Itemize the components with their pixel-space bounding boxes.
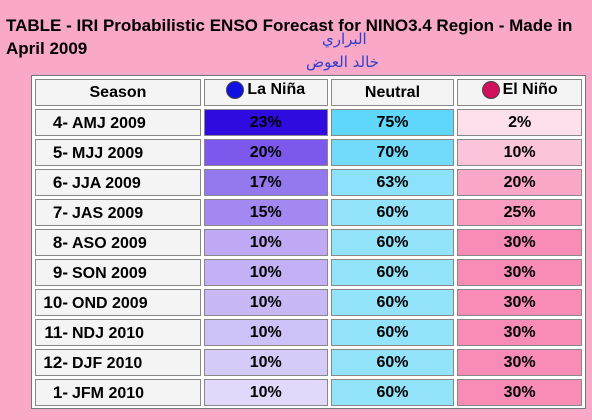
- season-name: NDJ 2010: [72, 324, 145, 342]
- table-row: 5- MJJ 2009 20% 70% 10%: [35, 139, 582, 166]
- el-nino-cell: 30%: [457, 349, 582, 376]
- season-number: 1-: [52, 382, 68, 402]
- season-number: 9-: [52, 262, 68, 282]
- la-nina-cell: 10%: [203, 349, 328, 376]
- el-nino-cell: 30%: [457, 319, 582, 346]
- table-row: 8- ASO 2009 10% 60% 30%: [35, 229, 582, 256]
- table-row: 4- AMJ 2009 23% 75% 2%: [35, 109, 582, 136]
- neutral-cell: 60%: [330, 199, 455, 226]
- arabic-caption-line-1: البراري: [322, 30, 367, 48]
- season-cell: 11- NDJ 2010: [35, 319, 201, 346]
- season-cell: 12- DJF 2010: [35, 349, 201, 376]
- la-nina-cell: 23%: [203, 109, 328, 136]
- neutral-cell: 60%: [330, 229, 455, 256]
- season-number: 12-: [43, 352, 68, 372]
- season-name: JJA 2009: [72, 174, 141, 192]
- table-row: 10- OND 2009 10% 60% 30%: [35, 289, 582, 316]
- season-cell: 7- JAS 2009: [35, 199, 201, 226]
- neutral-cell: 60%: [330, 379, 455, 406]
- neutral-cell: 60%: [330, 289, 455, 316]
- season-number: 5-: [52, 142, 68, 162]
- page-title: TABLE - IRI Probabilistic ENSO Forecast …: [6, 16, 573, 58]
- neutral-cell: 60%: [330, 319, 455, 346]
- season-cell: 6- JJA 2009: [35, 169, 201, 196]
- table-row: 6- JJA 2009 17% 63% 20%: [35, 169, 582, 196]
- neutral-cell: 70%: [330, 139, 455, 166]
- table-row: 11- NDJ 2010 10% 60% 30%: [35, 319, 582, 346]
- blue-dot-icon: [226, 81, 245, 99]
- la-nina-cell: 10%: [203, 259, 328, 286]
- season-name: JAS 2009: [72, 204, 144, 222]
- season-cell: 10- OND 2009: [35, 289, 201, 316]
- neutral-cell: 60%: [330, 349, 455, 376]
- el-nino-cell: 10%: [457, 139, 582, 166]
- forecast-table: Season La Niña Neutral El Niño 4- AMJ 200…: [31, 75, 586, 409]
- header-el-nino-label: El Niño: [502, 81, 558, 98]
- season-number: 6-: [52, 172, 68, 192]
- season-number: 4-: [52, 112, 68, 132]
- season-name: AMJ 2009: [72, 114, 146, 132]
- el-nino-cell: 20%: [457, 169, 582, 196]
- season-name: SON 2009: [72, 264, 147, 282]
- header-season: Season: [35, 79, 201, 106]
- season-number: 10-: [43, 292, 68, 312]
- season-name: OND 2009: [72, 294, 148, 312]
- table-row: 12- DJF 2010 10% 60% 30%: [35, 349, 582, 376]
- la-nina-cell: 10%: [203, 379, 328, 406]
- season-cell: 5- MJJ 2009: [35, 139, 201, 166]
- header-el-nino: El Niño: [457, 79, 582, 106]
- season-name: DJF 2010: [72, 354, 143, 372]
- el-nino-cell: 30%: [457, 379, 582, 406]
- el-nino-cell: 2%: [457, 109, 582, 136]
- el-nino-cell: 30%: [457, 229, 582, 256]
- season-name: ASO 2009: [72, 234, 147, 252]
- red-dot-icon: [481, 81, 500, 99]
- neutral-cell: 63%: [330, 169, 455, 196]
- table-row: 1- JFM 2010 10% 60% 30%: [35, 379, 582, 406]
- arabic-caption-line-2: خالد العوض: [306, 53, 379, 71]
- el-nino-cell: 30%: [457, 289, 582, 316]
- season-number: 8-: [52, 232, 68, 252]
- neutral-cell: 60%: [330, 259, 455, 286]
- season-cell: 1- JFM 2010: [35, 379, 201, 406]
- season-cell: 4- AMJ 2009: [35, 109, 201, 136]
- la-nina-cell: 15%: [203, 199, 328, 226]
- season-cell: 8- ASO 2009: [35, 229, 201, 256]
- table-row: 9- SON 2009 10% 60% 30%: [35, 259, 582, 286]
- neutral-cell: 75%: [330, 109, 455, 136]
- table-header-row: Season La Niña Neutral El Niño: [35, 79, 582, 106]
- season-name: MJJ 2009: [72, 144, 144, 162]
- season-name: JFM 2010: [72, 384, 145, 402]
- header-la-nina-label: La Niña: [247, 81, 306, 98]
- table-row: 7- JAS 2009 15% 60% 25%: [35, 199, 582, 226]
- la-nina-cell: 10%: [203, 289, 328, 316]
- el-nino-cell: 30%: [457, 259, 582, 286]
- la-nina-cell: 10%: [203, 229, 328, 256]
- header-la-nina: La Niña: [203, 79, 328, 106]
- season-cell: 9- SON 2009: [35, 259, 201, 286]
- season-number: 11-: [44, 322, 68, 342]
- el-nino-cell: 25%: [457, 199, 582, 226]
- season-number: 7-: [52, 202, 68, 222]
- la-nina-cell: 10%: [203, 319, 328, 346]
- la-nina-cell: 17%: [203, 169, 328, 196]
- header-neutral: Neutral: [330, 79, 455, 106]
- la-nina-cell: 20%: [203, 139, 328, 166]
